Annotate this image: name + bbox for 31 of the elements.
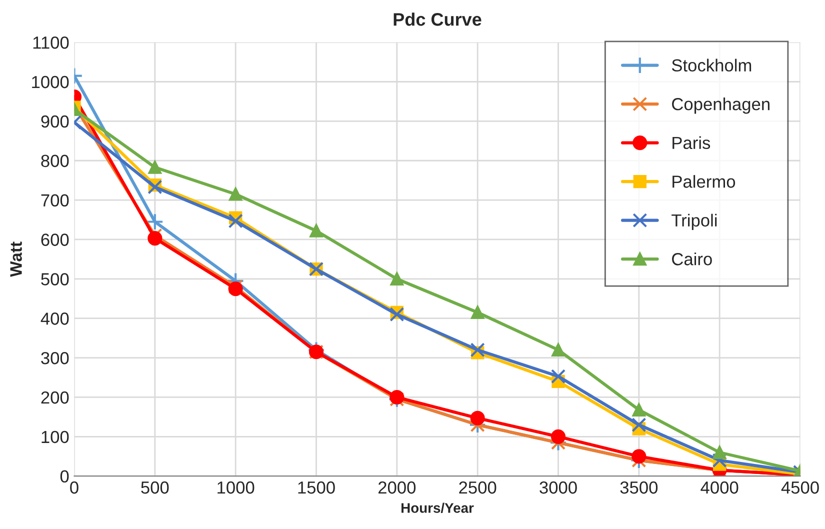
legend-label: Cairo [672,252,712,266]
y-tick-label: 300 [41,352,69,364]
x-tick-label: 4500 [781,481,819,494]
x-tick-label: 2000 [378,481,416,494]
y-tick-label: 800 [41,154,69,168]
y-tick-label: 1000 [32,76,69,88]
y-tick-label: 100 [42,430,69,444]
y-axis-title: Watt [10,242,22,277]
legend-label: Paris [672,136,710,150]
x-tick-label: 2500 [459,481,496,494]
y-tick-label: 900 [41,115,69,128]
x-tick-label: 3500 [620,481,658,494]
y-tick-label: 1100 [33,36,69,49]
x-tick-label: 1000 [218,481,254,494]
y-tick-label: 200 [41,391,69,404]
y-tick-label: 600 [41,234,69,246]
x-tick-label: 1500 [298,481,335,494]
legend-label: Tripoli [672,214,717,230]
legend-label: Stockholm [672,58,752,72]
legend-label: Copenhagen [672,98,770,114]
y-tick-label: 500 [41,273,69,286]
x-tick-label: 0 [70,481,78,494]
x-tick-label: 500 [141,481,169,494]
x-axis-title: Hours/Year [402,502,474,514]
chart-title: Pdc Curve [394,12,482,26]
y-tick-label: 400 [40,312,69,325]
x-tick-label: 3000 [540,481,577,494]
y-tick-label: 700 [41,194,69,207]
y-tick-label: 0 [60,470,69,483]
legend-label: Palermo [672,175,736,188]
x-tick-label: 4000 [700,481,738,494]
